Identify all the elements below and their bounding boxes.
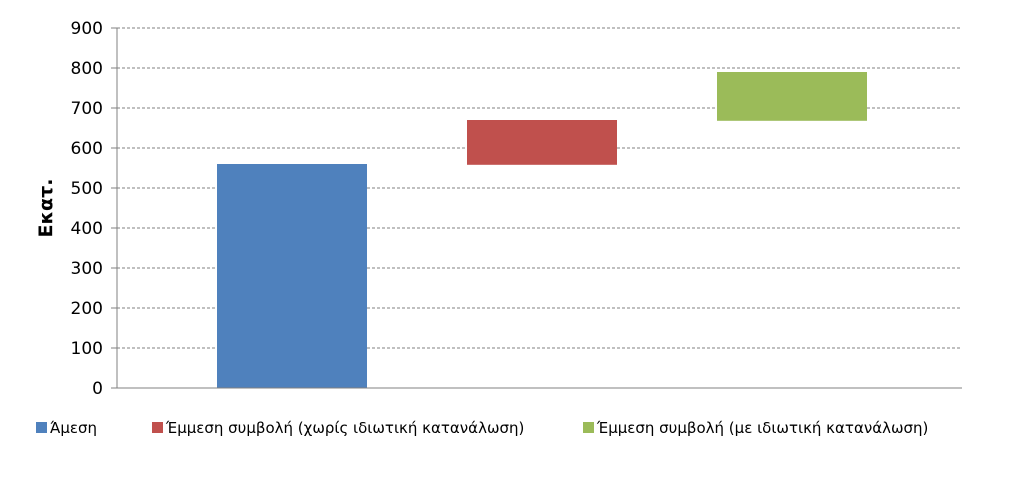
y-tick-label: 800 [71,59,103,79]
legend-label: Έμμεση συμβολή (χωρίς ιδιωτική κατανάλωσ… [165,419,524,437]
y-tick-label: 700 [71,99,103,119]
y-tick-label: 900 [71,19,103,39]
y-tick-label: 200 [71,299,103,319]
legend-swatch [583,422,594,433]
bar-segment [217,164,367,388]
y-tick-label: 500 [71,179,103,199]
legend-label: Άμεση [50,419,97,437]
y-tick-label: 400 [71,219,103,239]
y-axis-title: Εκατ. [35,179,57,238]
bars [217,72,867,388]
legend: Άμεση Έμμεση συμβολή (χωρίς ιδιωτική κατα… [36,419,928,437]
legend-swatch [36,422,47,433]
legend-swatch [152,422,163,433]
axes [116,28,962,389]
y-tick-label: 0 [92,379,103,399]
bar-segment [717,72,867,121]
bar-segment [467,120,617,165]
y-tick-label: 100 [71,339,103,359]
y-tick-labels: 0 100 200 300 400 500 600 700 800 900 [71,19,117,399]
y-tick-label: 300 [71,259,103,279]
y-tick-label: 600 [71,139,103,159]
legend-label: Έμμεση συμβολή (με ιδιωτική κατανάλωση) [596,419,928,437]
